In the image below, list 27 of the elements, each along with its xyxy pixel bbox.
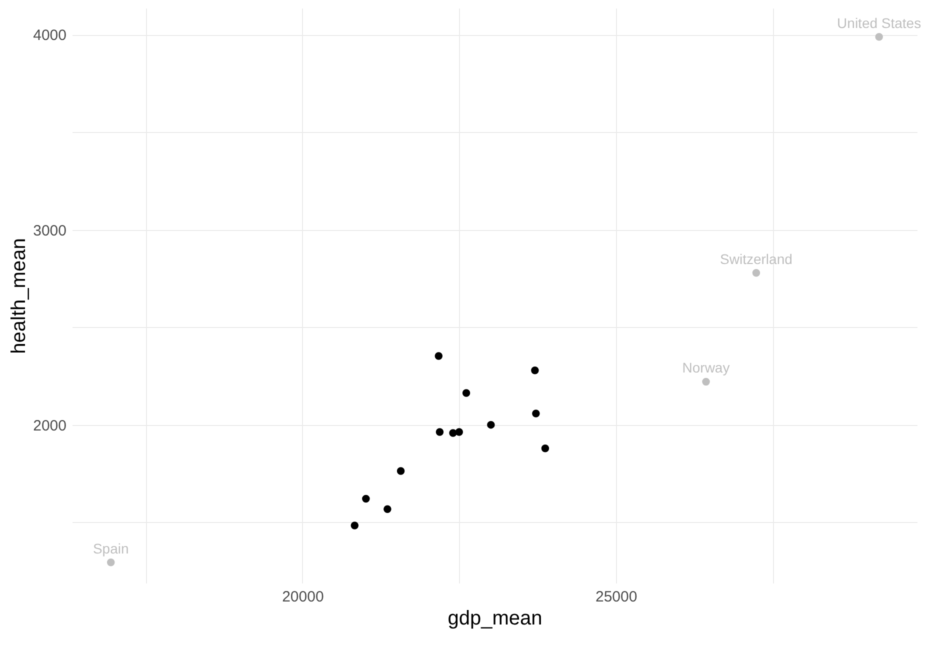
x-axis-title: gdp_mean [448,608,542,630]
point [462,389,470,397]
point [455,428,464,436]
annotation: United States [837,14,922,31]
point [436,428,444,436]
point [702,378,710,386]
x-tick-label: 25000 [596,588,638,606]
point [384,505,392,513]
y-axis-title: health_mean [8,238,30,354]
y-tick-label: 3000 [33,222,66,240]
point [531,366,539,374]
point [487,420,495,429]
point [541,444,550,452]
annotation: Spain [92,540,129,556]
y-tick-label: 2000 [33,417,66,434]
y-tick-label: 4000 [33,27,66,44]
annotation: Switzerland [720,250,792,267]
point [396,467,405,475]
point [752,269,760,277]
annotation: Norway [682,360,730,376]
x-tick-label: 20000 [282,588,324,606]
point [532,410,540,418]
point [434,352,443,360]
point [106,558,115,566]
point [350,522,359,530]
point [362,494,370,503]
point [875,33,883,41]
